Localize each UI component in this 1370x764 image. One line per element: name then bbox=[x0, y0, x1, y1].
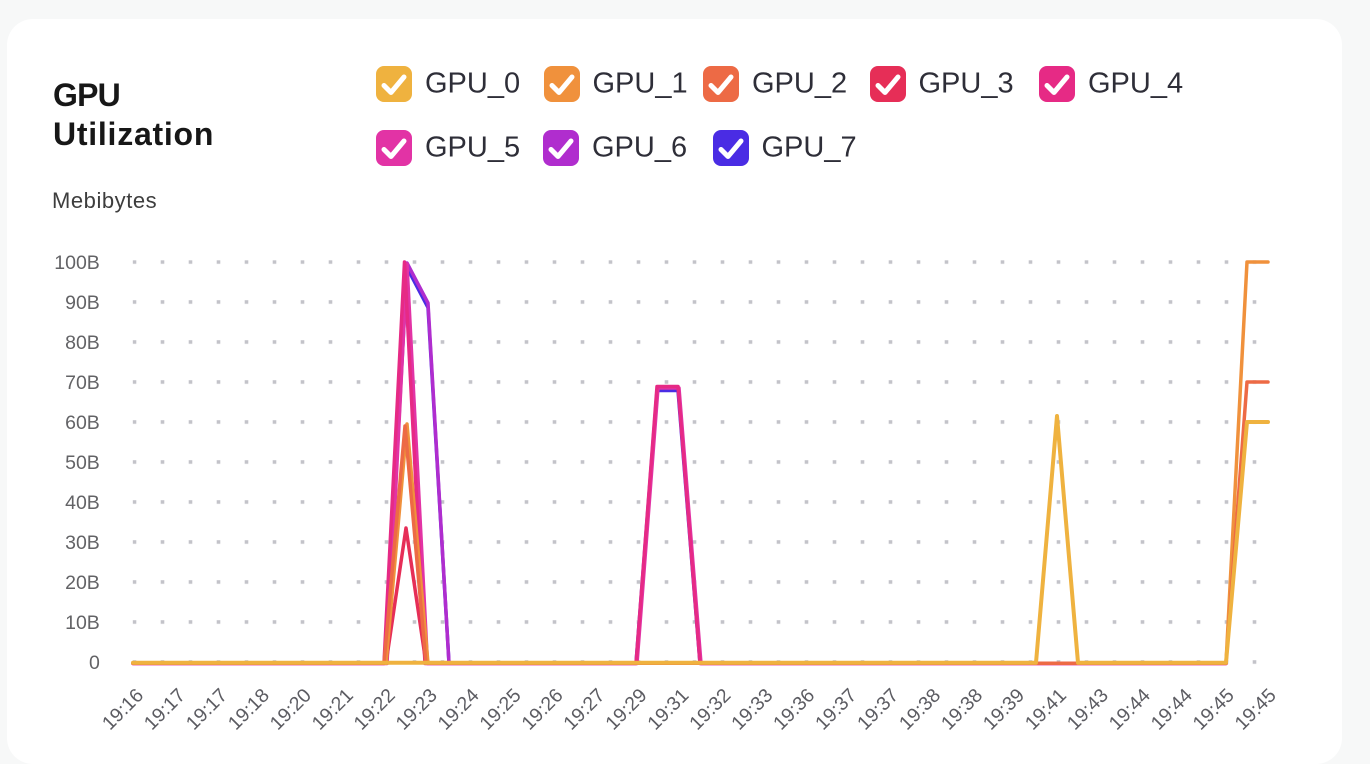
svg-text:60B: 60B bbox=[65, 412, 100, 434]
svg-text:80B: 80B bbox=[65, 332, 100, 354]
svg-text:19:32: 19:32 bbox=[685, 684, 735, 734]
svg-text:19:22: 19:22 bbox=[350, 684, 400, 734]
svg-text:19:18: 19:18 bbox=[224, 684, 274, 734]
svg-text:19:20: 19:20 bbox=[266, 684, 316, 734]
svg-text:40B: 40B bbox=[65, 492, 100, 514]
svg-text:19:33: 19:33 bbox=[727, 684, 777, 734]
svg-text:19:44: 19:44 bbox=[1105, 684, 1155, 734]
svg-text:19:29: 19:29 bbox=[601, 684, 651, 734]
svg-text:19:44: 19:44 bbox=[1147, 684, 1197, 734]
svg-text:19:45: 19:45 bbox=[1189, 684, 1239, 734]
svg-text:19:37: 19:37 bbox=[811, 684, 861, 734]
svg-text:19:24: 19:24 bbox=[434, 684, 484, 734]
svg-text:30B: 30B bbox=[65, 532, 100, 554]
svg-text:19:16: 19:16 bbox=[98, 684, 148, 734]
svg-text:19:38: 19:38 bbox=[895, 684, 945, 734]
svg-text:19:38: 19:38 bbox=[937, 684, 987, 734]
svg-text:19:41: 19:41 bbox=[1021, 684, 1071, 734]
svg-text:19:45: 19:45 bbox=[1231, 684, 1281, 734]
svg-text:19:26: 19:26 bbox=[517, 684, 567, 734]
svg-text:19:36: 19:36 bbox=[769, 684, 819, 734]
svg-text:19:31: 19:31 bbox=[643, 684, 693, 734]
svg-text:70B: 70B bbox=[65, 372, 100, 394]
svg-text:50B: 50B bbox=[65, 452, 100, 474]
svg-text:19:21: 19:21 bbox=[308, 684, 358, 734]
svg-text:19:17: 19:17 bbox=[182, 684, 232, 734]
svg-text:19:25: 19:25 bbox=[476, 684, 526, 734]
svg-text:10B: 10B bbox=[65, 612, 100, 634]
svg-text:20B: 20B bbox=[65, 572, 100, 594]
svg-text:90B: 90B bbox=[65, 292, 100, 314]
svg-text:100B: 100B bbox=[54, 252, 100, 274]
svg-text:19:17: 19:17 bbox=[140, 684, 190, 734]
svg-text:19:27: 19:27 bbox=[559, 684, 609, 734]
svg-text:19:39: 19:39 bbox=[979, 684, 1029, 734]
svg-text:0: 0 bbox=[89, 652, 100, 674]
svg-text:19:37: 19:37 bbox=[853, 684, 903, 734]
svg-text:19:23: 19:23 bbox=[392, 684, 442, 734]
svg-text:19:43: 19:43 bbox=[1063, 684, 1113, 734]
